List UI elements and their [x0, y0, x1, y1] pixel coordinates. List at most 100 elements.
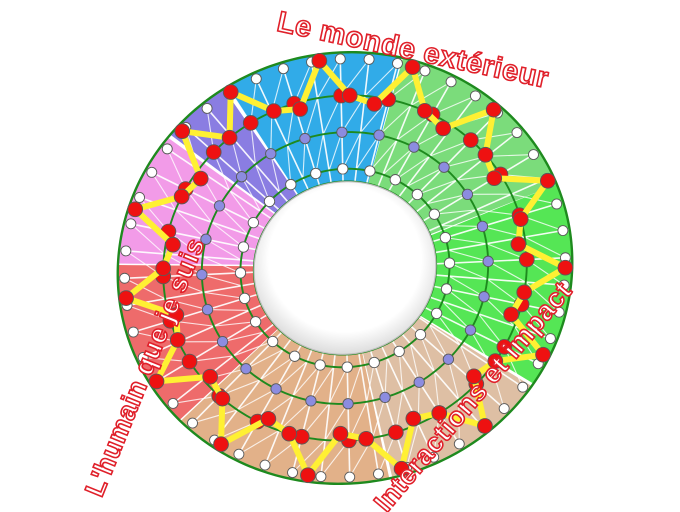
node-red[interactable] — [242, 115, 259, 131]
node-red[interactable] — [300, 467, 316, 484]
node-purple[interactable] — [342, 398, 354, 410]
node-white[interactable] — [249, 316, 262, 328]
node-white[interactable] — [557, 225, 569, 236]
node-red[interactable] — [387, 424, 404, 441]
node-red[interactable] — [311, 53, 328, 69]
node-red[interactable] — [404, 59, 421, 75]
node-purple[interactable] — [240, 363, 252, 375]
node-purple[interactable] — [438, 161, 450, 173]
node-white[interactable] — [443, 257, 456, 269]
node-white[interactable] — [119, 272, 131, 284]
node-red[interactable] — [516, 284, 533, 301]
node-white[interactable] — [428, 451, 440, 463]
node-white[interactable] — [233, 448, 245, 460]
node-white[interactable] — [289, 350, 301, 362]
node-red[interactable] — [213, 436, 229, 453]
node-white[interactable] — [453, 438, 465, 450]
node-white[interactable] — [389, 174, 401, 186]
node-white[interactable] — [187, 417, 198, 429]
node-purple[interactable] — [336, 126, 348, 138]
node-red[interactable] — [181, 353, 198, 370]
node-red[interactable] — [292, 101, 309, 117]
node-white[interactable] — [411, 188, 423, 201]
node-red[interactable] — [405, 410, 422, 427]
node-red[interactable] — [557, 259, 574, 276]
node-red[interactable] — [192, 170, 209, 187]
node-purple[interactable] — [461, 188, 474, 200]
node-white[interactable] — [314, 359, 326, 371]
node-white[interactable] — [445, 76, 457, 88]
node-white[interactable] — [551, 198, 563, 210]
node-purple[interactable] — [196, 269, 208, 281]
node-purple[interactable] — [305, 395, 317, 407]
node-white[interactable] — [125, 218, 137, 230]
node-white[interactable] — [161, 143, 173, 155]
node-red[interactable] — [416, 103, 433, 119]
node-white[interactable] — [373, 468, 384, 480]
node-red[interactable] — [332, 425, 349, 442]
node-red[interactable] — [205, 144, 222, 160]
node-red[interactable] — [202, 368, 219, 385]
node-red[interactable] — [510, 236, 527, 253]
node-white[interactable] — [167, 397, 179, 409]
node-white[interactable] — [146, 166, 158, 178]
node-red[interactable] — [518, 251, 535, 268]
node-white[interactable] — [237, 241, 250, 253]
node-white[interactable] — [310, 167, 322, 180]
node-purple[interactable] — [476, 220, 489, 233]
node-purple[interactable] — [235, 171, 248, 183]
node-red[interactable] — [496, 339, 513, 355]
node-red[interactable] — [265, 103, 282, 119]
node-red[interactable] — [222, 84, 239, 100]
node-red[interactable] — [485, 101, 502, 118]
node-red[interactable] — [535, 346, 551, 363]
node-purple[interactable] — [213, 200, 226, 212]
node-red[interactable] — [127, 201, 144, 218]
node-white[interactable] — [127, 326, 139, 338]
node-white[interactable] — [553, 306, 565, 318]
node-white[interactable] — [517, 381, 529, 393]
node-white[interactable] — [341, 361, 353, 373]
node-red[interactable] — [173, 188, 190, 205]
node-red[interactable] — [366, 96, 383, 112]
node-white[interactable] — [344, 471, 356, 483]
node-purple[interactable] — [265, 148, 277, 160]
node-red[interactable] — [539, 172, 556, 189]
node-purple[interactable] — [413, 376, 425, 388]
node-purple[interactable] — [442, 353, 455, 365]
node-purple[interactable] — [270, 383, 282, 395]
node-white[interactable] — [285, 178, 297, 191]
node-red[interactable] — [477, 146, 494, 163]
node-red[interactable] — [462, 132, 479, 148]
node-red[interactable] — [341, 87, 358, 104]
node-white[interactable] — [469, 90, 481, 102]
node-white[interactable] — [498, 403, 510, 415]
node-red[interactable] — [431, 405, 448, 421]
node-purple[interactable] — [464, 324, 477, 336]
node-white[interactable] — [287, 467, 298, 479]
node-red[interactable] — [503, 306, 519, 323]
node-red[interactable] — [165, 236, 181, 253]
node-white[interactable] — [337, 163, 349, 175]
node-red[interactable] — [466, 368, 482, 385]
node-white[interactable] — [440, 283, 453, 295]
node-white[interactable] — [393, 345, 405, 358]
node-red[interactable] — [486, 170, 503, 187]
node-white[interactable] — [363, 53, 375, 65]
node-purple[interactable] — [482, 255, 494, 267]
node-red[interactable] — [260, 410, 277, 427]
node-white[interactable] — [558, 279, 570, 291]
node-white[interactable] — [364, 165, 376, 177]
node-white[interactable] — [419, 65, 431, 77]
node-white[interactable] — [259, 459, 271, 471]
node-white[interactable] — [428, 208, 441, 220]
node-purple[interactable] — [201, 303, 214, 316]
node-white[interactable] — [439, 231, 452, 244]
node-purple[interactable] — [373, 129, 385, 141]
node-purple[interactable] — [478, 291, 490, 303]
node-white[interactable] — [263, 195, 276, 207]
node-white[interactable] — [392, 57, 403, 69]
node-white[interactable] — [250, 73, 262, 85]
node-red[interactable] — [148, 373, 165, 390]
node-white[interactable] — [315, 471, 327, 483]
